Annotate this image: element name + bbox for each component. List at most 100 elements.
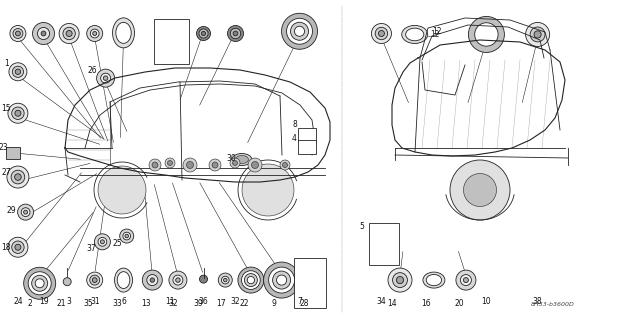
Bar [294, 258, 326, 308]
Circle shape [15, 31, 20, 36]
Circle shape [93, 32, 97, 35]
Text: 21: 21 [56, 299, 65, 308]
Text: 17: 17 [216, 299, 226, 308]
Circle shape [59, 24, 79, 43]
Text: 3: 3 [67, 297, 72, 306]
Ellipse shape [117, 272, 130, 288]
Circle shape [371, 24, 392, 43]
Text: 34: 34 [376, 297, 387, 306]
Text: 36: 36 [198, 297, 209, 306]
Text: 22: 22 [240, 299, 249, 308]
Circle shape [247, 277, 255, 284]
Circle shape [98, 237, 107, 246]
Text: 35: 35 [83, 299, 93, 308]
Circle shape [18, 204, 34, 220]
Text: 12: 12 [432, 27, 441, 36]
Circle shape [33, 23, 54, 44]
Text: 16: 16 [420, 299, 431, 308]
Text: 11: 11 [165, 297, 174, 306]
Circle shape [291, 22, 308, 40]
Circle shape [15, 174, 21, 180]
Circle shape [456, 270, 476, 290]
Circle shape [534, 31, 541, 38]
Circle shape [63, 27, 76, 40]
Circle shape [90, 29, 99, 38]
Circle shape [24, 267, 56, 299]
Ellipse shape [115, 268, 132, 292]
Bar [369, 223, 399, 265]
Ellipse shape [406, 28, 424, 41]
Circle shape [287, 18, 312, 44]
Circle shape [186, 161, 193, 168]
Circle shape [183, 158, 197, 172]
Circle shape [212, 162, 218, 168]
Ellipse shape [426, 274, 442, 286]
Text: 39: 39 [193, 299, 204, 308]
Circle shape [150, 278, 154, 282]
Text: 15: 15 [1, 104, 12, 113]
Text: 26: 26 [88, 66, 98, 75]
Circle shape [95, 234, 111, 250]
Ellipse shape [423, 272, 445, 288]
Text: 7: 7 [297, 297, 302, 306]
Circle shape [165, 158, 175, 168]
Text: 27: 27 [1, 168, 12, 177]
Text: 18: 18 [2, 243, 11, 252]
Ellipse shape [236, 155, 248, 164]
Circle shape [41, 31, 46, 36]
Circle shape [12, 66, 24, 77]
Circle shape [230, 28, 241, 39]
Circle shape [63, 278, 71, 286]
Circle shape [15, 110, 21, 116]
Text: 31: 31 [90, 297, 100, 306]
Circle shape [8, 103, 28, 123]
Circle shape [175, 278, 180, 282]
Circle shape [276, 275, 287, 285]
Circle shape [123, 232, 131, 240]
Text: 20: 20 [454, 299, 465, 308]
Circle shape [238, 267, 264, 293]
Circle shape [396, 277, 404, 284]
Circle shape [202, 31, 205, 36]
Text: 23: 23 [0, 143, 8, 152]
Text: 24: 24 [13, 297, 23, 306]
Circle shape [10, 26, 26, 41]
Ellipse shape [232, 153, 252, 166]
Circle shape [32, 275, 47, 291]
Text: 1: 1 [4, 59, 9, 68]
Circle shape [525, 22, 550, 47]
Text: 8H33-b3600D: 8H33-b3600D [531, 302, 575, 307]
Circle shape [152, 162, 158, 168]
Text: 32: 32 [230, 297, 241, 306]
Circle shape [103, 76, 108, 80]
Circle shape [282, 13, 317, 49]
Circle shape [8, 237, 28, 257]
Text: 4: 4 [292, 134, 297, 143]
Circle shape [100, 240, 104, 244]
Circle shape [199, 29, 208, 38]
Circle shape [92, 278, 97, 283]
Circle shape [196, 26, 211, 41]
Circle shape [125, 234, 129, 238]
Circle shape [242, 164, 294, 216]
Circle shape [375, 27, 388, 40]
Circle shape [24, 210, 28, 214]
Ellipse shape [116, 22, 131, 43]
Circle shape [450, 160, 510, 220]
Circle shape [12, 241, 24, 253]
Circle shape [11, 170, 25, 184]
Text: 8: 8 [292, 120, 297, 129]
Circle shape [9, 63, 27, 81]
Text: 38: 38 [532, 297, 543, 306]
Circle shape [142, 270, 163, 290]
Circle shape [173, 275, 183, 285]
Circle shape [21, 208, 30, 217]
Circle shape [280, 160, 290, 170]
Bar [6, 147, 20, 159]
Ellipse shape [402, 26, 428, 43]
Circle shape [100, 73, 111, 83]
Text: 10: 10 [481, 297, 492, 306]
Circle shape [232, 160, 237, 166]
Circle shape [90, 275, 100, 285]
Circle shape [273, 271, 291, 289]
